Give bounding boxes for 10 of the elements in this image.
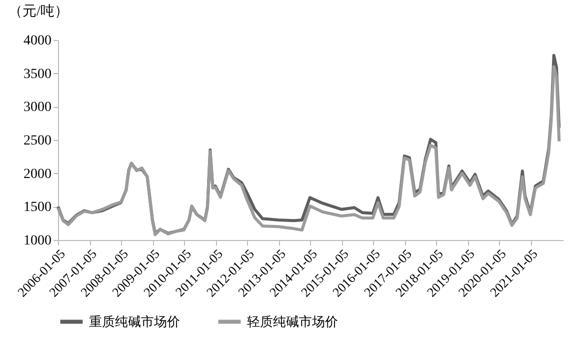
legend-label: 重质纯碱市场价 bbox=[89, 314, 180, 329]
legend-label: 轻质纯碱市场价 bbox=[247, 314, 338, 329]
y-tick-label: 2000 bbox=[24, 166, 52, 182]
y-axis-title: （元/吨） bbox=[8, 4, 68, 20]
y-tick-label: 1000 bbox=[24, 234, 52, 248]
y-tick-label: 2500 bbox=[24, 134, 52, 148]
y-tick-label: 1500 bbox=[24, 200, 52, 216]
y-tick-label: 4000 bbox=[24, 34, 52, 48]
y-tick-label: 3000 bbox=[24, 100, 52, 116]
y-tick-label: 3500 bbox=[24, 66, 52, 82]
